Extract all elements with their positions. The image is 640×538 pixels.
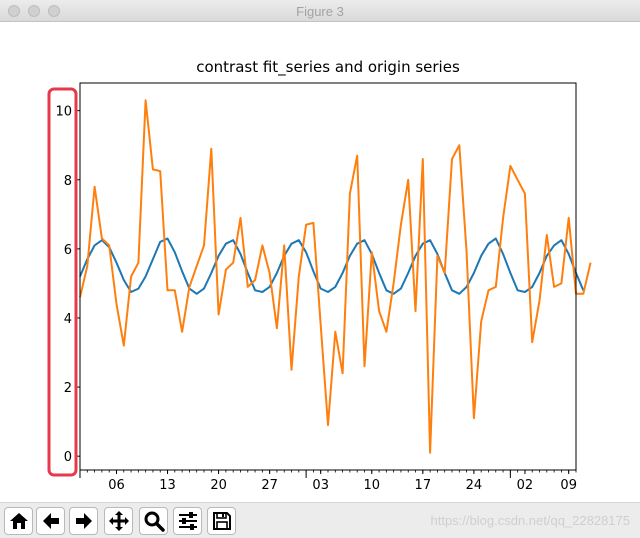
series-line-1 [79, 237, 585, 295]
line-chart: contrast fit_series and origin series 02… [47, 58, 592, 526]
configure-subplots-button[interactable] [173, 507, 202, 535]
x-tick-label: 20 [210, 478, 227, 493]
x-tick-label: 24 [466, 478, 483, 493]
arrow-right-icon [75, 513, 92, 529]
chart-title: contrast fit_series and origin series [196, 58, 460, 77]
minimize-window-button[interactable] [28, 5, 40, 17]
series-line-2 [79, 99, 592, 454]
home-button[interactable] [4, 507, 33, 535]
arrow-left-icon [42, 513, 59, 529]
highlight-annotation [47, 87, 78, 477]
x-tick-label: 09 [560, 478, 577, 493]
forward-button[interactable] [69, 507, 98, 535]
navigation-toolbar: https://blog.csdn.net/qq_22828175 [0, 502, 640, 538]
x-tick-label: 10 [363, 478, 380, 493]
zoom-button[interactable] [139, 507, 168, 535]
x-tick-label: 17 [415, 478, 432, 493]
back-button[interactable] [36, 507, 65, 535]
close-window-button[interactable] [8, 5, 20, 17]
y-tick-label: 10 [55, 105, 72, 120]
sliders-icon [178, 512, 197, 530]
y-tick-label: 8 [64, 174, 72, 189]
y-tick-label: 0 [64, 450, 72, 465]
x-tick-label: 13 [159, 478, 176, 493]
y-tick-label: 2 [64, 381, 72, 396]
zoom-window-button[interactable] [48, 5, 60, 17]
save-button[interactable] [207, 507, 236, 535]
x-tick-label: 03 [312, 478, 329, 493]
window-titlebar: Figure 3 [0, 0, 640, 22]
pan-button[interactable] [104, 507, 133, 535]
move-icon [108, 511, 129, 531]
y-tick-label: 6 [64, 243, 72, 258]
watermark-text: https://blog.csdn.net/qq_22828175 [430, 513, 631, 528]
x-tick-label: 06 [108, 478, 125, 493]
home-icon [9, 513, 28, 529]
window-title: Figure 3 [296, 4, 344, 19]
y-tick-label: 4 [64, 312, 72, 327]
floppy-icon [212, 512, 231, 530]
x-tick-label: 02 [517, 478, 534, 493]
x-tick-label: 27 [261, 478, 278, 493]
magnifier-icon [144, 511, 165, 532]
